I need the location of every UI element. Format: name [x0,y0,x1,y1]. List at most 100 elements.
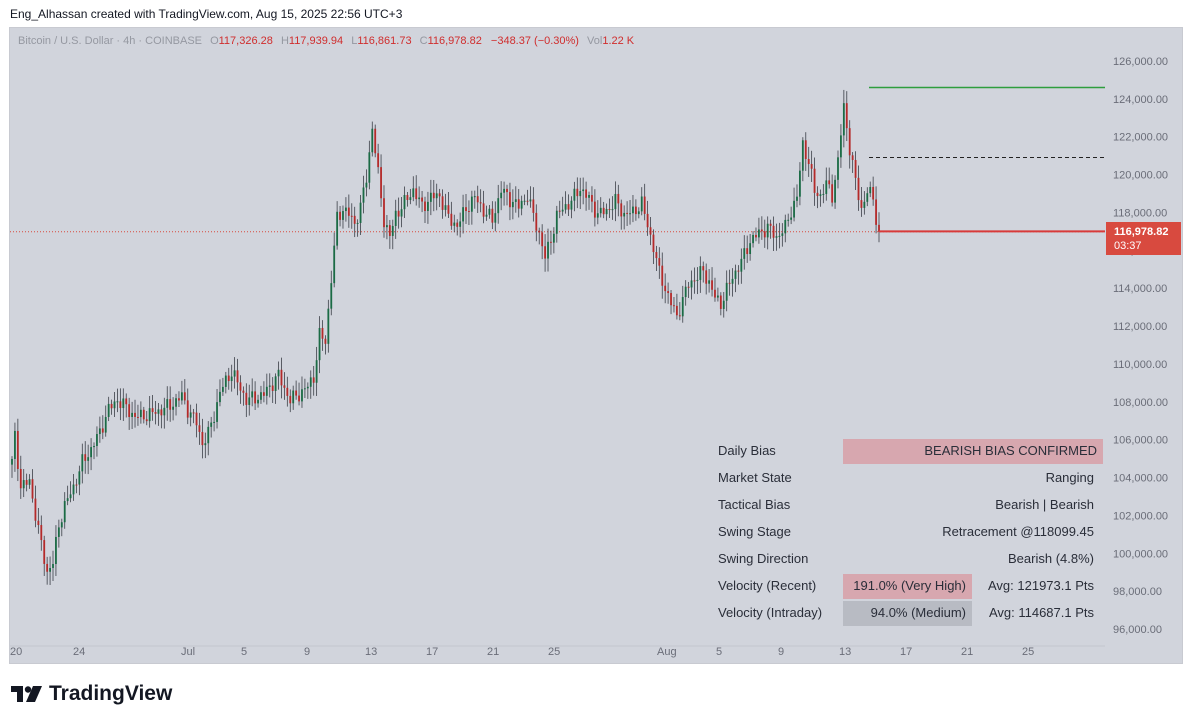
candle-body [541,232,544,247]
candle-body [799,170,801,197]
candle-body [321,327,324,339]
candle-body [772,225,775,238]
candle-body [312,377,315,383]
y-tick-label: 100,000.00 [1113,548,1168,560]
candle-body [535,212,538,231]
candle-body [632,206,634,214]
candle-body [204,443,207,446]
candle-body [245,392,248,405]
candle-body [813,168,816,193]
candle-body [113,401,116,409]
candle-body [760,229,763,232]
candle-body [131,412,133,417]
y-tick-label: 122,000.00 [1113,132,1168,144]
candle-body [468,211,470,213]
candle-body [400,209,403,217]
candle-body [333,245,336,284]
candle-body [576,188,579,197]
bar-countdown: 03:37 [1114,240,1142,252]
candle-body [555,210,558,234]
candle-body [623,212,626,217]
candle-body [878,224,880,232]
candle-body [271,385,274,391]
candle-body [714,289,716,298]
candle-body [189,412,192,418]
candle-body [842,103,845,136]
candle-body [283,385,286,388]
last-price-tag: 116,978.82 03:37 [1106,222,1181,255]
candle-body [394,210,397,226]
candle-body [43,540,46,564]
candle-body [611,209,614,211]
x-tick-label: 24 [73,646,85,658]
candle-body [101,428,104,433]
x-tick-label: 17 [426,646,438,658]
candle-body [201,431,204,446]
candle-body [336,211,339,246]
y-tick-label: 114,000.00 [1113,283,1167,295]
candle-body [386,225,388,228]
open-value: 117,326.28 [218,35,273,47]
candle-body [728,282,731,284]
daily-bias-badge: BEARISH BIAS CONFIRMED [843,439,1103,464]
candle-body [848,128,851,156]
candle-body [479,202,482,204]
candle-body [506,188,508,193]
candle-body [544,246,546,259]
candle-body [362,187,365,203]
candle-body [793,200,795,218]
candle-body [298,395,300,402]
candle-body [459,221,462,227]
candle-body [137,416,139,418]
candle-body [834,179,836,203]
y-tick-label: 126,000.00 [1113,56,1168,68]
candle-body [383,198,385,228]
candle-body [110,403,113,409]
candle-body [380,167,382,199]
tradingview-logo[interactable]: TradingView [11,682,172,706]
velocity-intraday-badge: 94.0% (Medium) [843,601,972,626]
candle-body [588,195,590,198]
candle-body [178,398,180,401]
candle-body [28,479,31,485]
candle-body [614,193,617,210]
candle-body [476,196,479,203]
candle-body [488,208,491,215]
candle-body [230,376,233,382]
low-value: 116,861.73 [357,35,412,47]
candle-body [180,392,183,401]
y-tick-label: 110,000.00 [1113,359,1167,371]
y-tick-label: 102,000.00 [1113,510,1168,522]
candle-body [277,369,280,377]
candle-body [675,305,678,316]
candle-body [737,270,740,272]
candle-body [406,195,409,200]
candle-body [702,266,705,271]
candle-body [509,192,511,208]
candle-body [280,369,283,386]
candle-body [175,398,177,407]
candle-body [81,454,84,472]
candle-body [678,315,681,317]
candle-body [49,567,51,572]
candle-body [216,402,218,422]
candle-body [725,282,728,301]
candle-body [807,158,810,165]
y-tick-label: 98,000.00 [1113,586,1162,598]
candle-body [796,196,798,201]
candle-body [365,182,368,188]
candle-body [661,265,664,286]
chart-area[interactable]: 126,000.00 124,000.00 122,000.00 120,000.00… [9,27,1183,664]
candle-body [766,223,769,238]
y-tick-label: 104,000.00 [1113,473,1168,485]
y-tick-label: 124,000.00 [1113,94,1168,106]
candle-body [784,219,787,234]
candle-body [260,392,262,400]
candle-body [620,203,623,217]
candle-body [186,400,189,418]
candle-body [787,219,790,221]
candle-body [863,201,866,208]
candle-body [810,164,813,169]
candle-body [579,191,582,197]
candle-body [415,188,418,200]
